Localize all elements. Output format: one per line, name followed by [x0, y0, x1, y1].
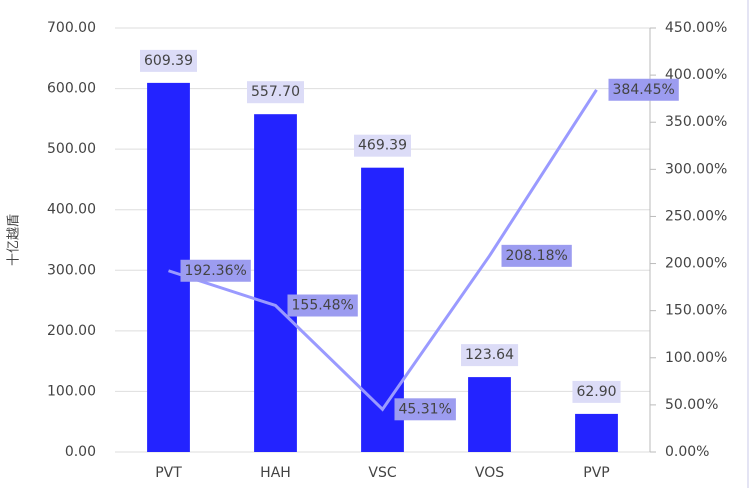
x-tick-label: PVT	[155, 465, 182, 481]
data-label-bg	[180, 259, 251, 282]
y2-tick-label: 300.00%	[665, 161, 727, 177]
x-tick-label: VOS	[475, 465, 504, 481]
data-label: 469.39	[358, 138, 407, 154]
y2-tick-label: 250.00%	[665, 208, 727, 224]
x-tick-label: VSC	[368, 465, 396, 481]
data-label-bg	[394, 398, 456, 421]
data-label-bg	[501, 244, 572, 267]
data-label: 384.45%	[613, 82, 675, 98]
data-label: 62.90	[576, 384, 616, 400]
y2-tick-label: 450.00%	[665, 20, 727, 36]
y2-tick-label: 200.00%	[665, 256, 727, 272]
y-tick-label: 300.00	[47, 262, 96, 278]
y2-tick-label: 50.00%	[665, 397, 718, 413]
data-label: 609.39	[144, 53, 193, 69]
x-tick-label: PVP	[583, 465, 609, 481]
data-label-bg	[287, 294, 358, 317]
y-tick-label: 600.00	[47, 81, 96, 97]
data-label: 192.36%	[185, 263, 247, 279]
data-label: 557.70	[251, 84, 300, 100]
y2-tick-label: 100.00%	[665, 350, 727, 366]
data-label: 45.31%	[399, 401, 452, 417]
data-label-bg	[140, 49, 197, 72]
y-tick-label: 500.00	[47, 141, 96, 157]
y-tick-label: 200.00	[47, 323, 96, 339]
line	[168, 88, 598, 412]
data-label-bg	[247, 81, 304, 104]
data-label: 155.48%	[292, 298, 354, 314]
data-label: 208.18%	[506, 248, 568, 264]
x-tick-label: HAH	[260, 465, 291, 481]
y2-tick-label: 0.00%	[665, 444, 709, 460]
y2-tick-label: 350.00%	[665, 114, 727, 130]
data-label-bg	[608, 78, 679, 101]
y-axis-label: 十亿越盾	[7, 214, 22, 266]
data-label-bg	[354, 134, 411, 157]
y-tick-label: 100.00	[47, 383, 96, 399]
y-tick-label: 700.00	[47, 20, 96, 36]
data-label-bg	[572, 380, 621, 403]
y2-tick-label: 150.00%	[665, 303, 727, 319]
bar	[468, 377, 511, 452]
y2-tick-label: 400.00%	[665, 67, 727, 83]
y-tick-label: 400.00	[47, 202, 96, 218]
data-label-bg	[461, 344, 519, 367]
data-label: 123.64	[465, 347, 514, 363]
bar	[254, 114, 297, 452]
y-tick-label: 0.00	[65, 444, 96, 460]
bar	[575, 413, 618, 452]
